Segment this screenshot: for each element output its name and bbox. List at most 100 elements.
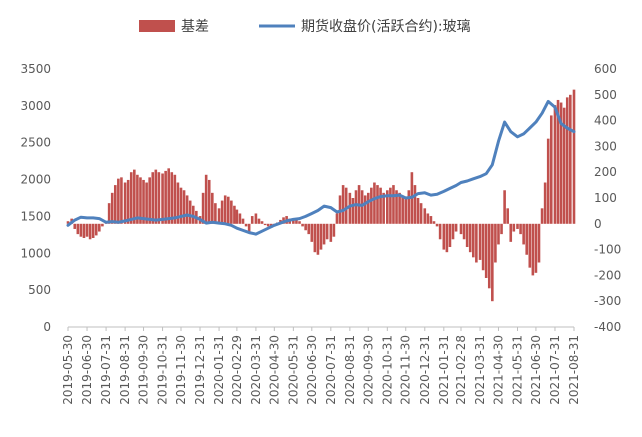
basis-bar: [419, 203, 423, 224]
basis-bar: [537, 223, 541, 263]
x-tick-label: 2021-08-31: [567, 335, 581, 405]
basis-bar: [506, 208, 509, 224]
left-tick-label: 2000: [20, 173, 51, 187]
basis-bar: [497, 223, 500, 245]
basis-bar: [298, 221, 301, 224]
basis-bar: [88, 223, 92, 240]
basis-bar: [392, 185, 395, 224]
basis-bar: [395, 190, 398, 224]
basis-bar: [494, 223, 497, 263]
basis-bar: [531, 223, 535, 276]
basis-bar: [382, 192, 385, 224]
basis-bar: [442, 223, 446, 250]
basis-bar: [454, 223, 458, 232]
basis-bar: [85, 223, 89, 237]
basis-bar: [451, 223, 455, 240]
basis-bar: [553, 105, 557, 224]
basis-bar: [445, 223, 449, 253]
x-tick-label: 2020-03-31: [249, 335, 263, 405]
basis-bar: [220, 200, 224, 224]
basis-bar: [481, 223, 485, 271]
basis-bar: [376, 185, 379, 224]
basis-bar: [475, 223, 478, 263]
basis-bar: [404, 196, 408, 224]
x-tick-label: 2019-12-31: [193, 335, 207, 405]
basis-bar: [491, 223, 494, 302]
basis-bar: [360, 190, 364, 224]
right-tick-label: -200: [594, 268, 621, 282]
basis-bar: [413, 185, 417, 224]
basis-bar: [448, 223, 452, 248]
basis-bar: [546, 138, 550, 224]
basis-bar: [407, 190, 411, 224]
basis-bar: [129, 172, 133, 224]
basis-bar: [512, 223, 516, 232]
left-tick-label: 0: [43, 320, 51, 334]
x-tick-label: 2020-08-31: [343, 335, 357, 405]
basis-bar: [335, 213, 339, 224]
x-tick-label: 2019-05-30: [61, 335, 75, 405]
x-tick-label: 2021-02-28: [454, 335, 468, 405]
x-tick-label: 2019-11-30: [174, 335, 188, 405]
x-tick-label: 2020-10-31: [380, 335, 394, 405]
basis-bar: [154, 169, 158, 224]
x-tick-label: 2019-08-31: [118, 335, 132, 405]
x-tick-label: 2020-05-31: [286, 335, 300, 405]
basis-bar: [543, 182, 547, 224]
basis-bar: [373, 182, 376, 224]
x-tick-label: 2020-12-31: [418, 335, 432, 405]
basis-bar: [487, 223, 491, 289]
basis-bar: [76, 223, 80, 235]
right-tick-label: 300: [594, 139, 617, 153]
basis-bar: [540, 208, 544, 224]
basis-bar: [519, 223, 522, 235]
basis-bar: [370, 187, 373, 224]
basis-bar: [509, 223, 513, 242]
right-tick-label: 100: [594, 191, 617, 205]
basis-bar: [126, 179, 130, 224]
basis-bar: [329, 223, 333, 242]
x-tick-label: 2020-06-30: [305, 335, 319, 405]
basis-bar: [151, 172, 155, 224]
legend-bar-label: 基差: [181, 18, 209, 35]
basis-bar: [207, 179, 211, 224]
basis-bar: [416, 198, 420, 224]
x-axis: 2019-05-30 2019-06-30 2019-07-31 2019-08-31…: [61, 326, 581, 405]
basis-bar: [110, 192, 114, 224]
basis-bar: [145, 182, 148, 224]
basis-bar: [241, 218, 245, 224]
basis-bar: [123, 182, 127, 224]
basis-bar: [565, 97, 569, 224]
basis-bar: [398, 192, 401, 224]
right-tick-label: -300: [594, 294, 621, 308]
basis-bar: [313, 223, 317, 253]
basis-bar: [66, 221, 70, 224]
basis-bar: [292, 219, 295, 224]
basis-bar: [223, 195, 227, 224]
legend-line-label: 期货收盘价(活跃合约):玻璃: [301, 18, 471, 35]
x-tick-label: 2021-07-31: [548, 335, 562, 405]
basis-bar: [295, 218, 298, 224]
right-tick-label: 500: [594, 88, 617, 102]
left-tick-label: 2500: [20, 136, 51, 150]
basis-bar: [211, 192, 214, 224]
basis-bar: [468, 223, 472, 253]
basis-bar: [366, 192, 370, 224]
basis-bar: [133, 169, 136, 224]
basis-bar: [379, 187, 382, 224]
basis-bar: [569, 94, 572, 224]
basis-bar: [319, 223, 323, 250]
basis-bar: [426, 213, 430, 224]
basis-bar: [250, 216, 254, 224]
basis-bar: [559, 102, 563, 224]
basis-bar: [173, 174, 177, 224]
basis-bar: [525, 223, 529, 255]
basis-bar: [179, 187, 183, 224]
right-tick-label: -100: [594, 243, 621, 257]
basis-bar: [432, 221, 436, 224]
basis-bar: [462, 223, 466, 240]
x-tick-label: 2020-02-29: [230, 335, 244, 405]
basis-bar: [230, 200, 233, 224]
basis-bar: [120, 177, 123, 224]
right-axis-ticks: -400 -300 -200 -100 0 100 200 300 400 500 600: [594, 62, 621, 334]
